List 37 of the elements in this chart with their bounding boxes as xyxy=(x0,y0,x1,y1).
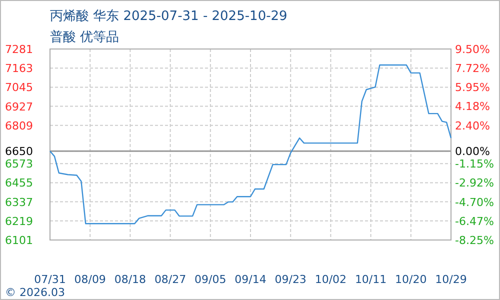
text: © 2026.03 xyxy=(5,286,65,299)
y2-tick-label: 0.00% xyxy=(455,145,490,158)
x-tick-label: 09/05 xyxy=(194,273,226,286)
y2-tick-label: -6.47% xyxy=(455,214,494,228)
x-tick-label: 08/27 xyxy=(154,273,186,286)
x-tick-label: 10/11 xyxy=(354,273,387,286)
y-tick-label: 6573 xyxy=(5,158,33,171)
x-tick-label: 08/09 xyxy=(74,273,106,286)
y2-tick-label: -4.70% xyxy=(455,196,494,209)
x-tick-label: 09/14 xyxy=(234,273,266,286)
y-tick-label: 6101 xyxy=(5,234,33,247)
y-tick-label: 6337 xyxy=(5,196,33,209)
y2-tick-label: -1.15% xyxy=(455,158,494,171)
y2-tick-label: 5.95% xyxy=(455,81,490,94)
y2-tick-label: 7.72% xyxy=(455,62,490,76)
y2-tick-label: -2.92% xyxy=(455,176,494,190)
chart-title: 丙烯酸 华东 2025-07-31 - 2025-10-29 xyxy=(50,9,288,24)
y2-tick-label: 2.40% xyxy=(455,119,490,132)
y2-tick-label: 4.18% xyxy=(455,100,490,114)
y-tick-label: 7281 xyxy=(5,43,33,56)
y-tick-label: 7045 xyxy=(5,81,33,94)
y-tick-label: 6927 xyxy=(5,100,33,114)
x-tick-label: 09/23 xyxy=(274,273,306,286)
y-tick-label: 6219 xyxy=(5,214,33,228)
y-tick-label: 6650 xyxy=(5,145,33,158)
y2-tick-label: 9.50% xyxy=(455,43,490,56)
line-series xyxy=(49,64,452,224)
y-tick-label: 6809 xyxy=(5,119,33,132)
y-tick-label: 7163 xyxy=(5,62,33,76)
x-tick-label: 10/29 xyxy=(435,273,467,286)
x-tick-label: 10/02 xyxy=(314,273,347,286)
x-tick-label: 10/20 xyxy=(395,273,427,286)
y2-tick-label: -8.25% xyxy=(455,234,494,247)
x-tick-label: 08/18 xyxy=(114,273,146,286)
chart-subtitle: 普酸 优等品 xyxy=(50,29,120,45)
y-tick-label: 6455 xyxy=(5,176,33,190)
x-tick-label: 07/31 xyxy=(34,273,66,286)
